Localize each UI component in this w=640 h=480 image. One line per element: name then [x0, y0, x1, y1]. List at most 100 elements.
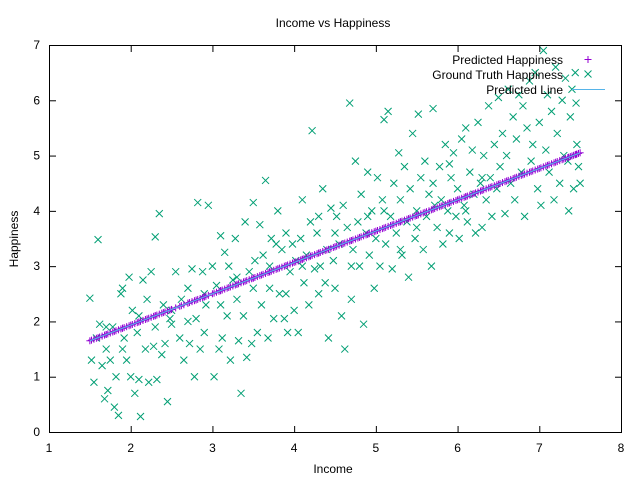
ground-truth-point — [478, 173, 486, 182]
legend: Predicted Happiness Ground Truth Happine… — [432, 53, 605, 97]
ground-truth-point — [264, 334, 272, 342]
ground-truth-point — [278, 245, 286, 254]
ground-truth-point — [310, 265, 319, 273]
ground-truth-point — [331, 229, 339, 237]
ground-truth-point — [167, 320, 176, 329]
ground-truth-point — [386, 212, 395, 221]
ground-truth-point — [226, 356, 235, 364]
ground-truth-point — [261, 176, 270, 185]
ground-truth-point — [175, 334, 184, 342]
ground-truth-point — [296, 234, 305, 243]
ground-truth-point — [400, 162, 409, 171]
ground-truth-point — [118, 284, 127, 293]
ground-truth-point — [414, 110, 423, 118]
ground-truth-point — [498, 129, 507, 138]
ground-truth-point — [210, 372, 218, 381]
ground-truth-point — [106, 356, 115, 364]
x-tick-label: 5 — [373, 441, 380, 455]
ground-truth-point — [117, 289, 125, 298]
ground-truth-point — [143, 295, 151, 304]
ground-truth-point — [166, 314, 174, 323]
ground-truth-point — [501, 209, 509, 218]
ground-truth-point — [155, 209, 164, 218]
ground-truth-point — [259, 251, 267, 259]
ground-truth-point — [133, 328, 142, 337]
ground-truth-point — [144, 378, 153, 387]
x-tick-label: 7 — [536, 441, 543, 455]
ground-truth-point — [461, 124, 470, 132]
ground-truth-point — [185, 339, 194, 348]
ground-truth-point — [249, 284, 258, 293]
ground-truth-point — [193, 198, 202, 207]
ground-truth-point — [314, 289, 323, 298]
ground-truth-point — [564, 207, 573, 215]
ground-truth-point — [340, 345, 349, 353]
ground-truth-point — [102, 345, 111, 353]
ground-truth-point — [102, 323, 111, 331]
ground-truth-point — [90, 378, 98, 387]
x-tick-label: 4 — [291, 441, 298, 455]
ground-truth-point — [321, 278, 330, 287]
ground-truth-point — [149, 342, 158, 351]
chart-title: Income vs Happiness — [276, 16, 391, 30]
ground-truth-point — [439, 240, 447, 248]
ground-truth-point — [384, 107, 392, 116]
x-axis: 1 2 3 4 5 6 7 8 — [46, 45, 625, 455]
ground-truth-point — [141, 345, 150, 353]
ground-truth-point — [525, 77, 534, 85]
ground-truth-point — [332, 212, 341, 221]
ground-truth-point — [389, 179, 398, 188]
ground-truth-point — [435, 162, 444, 171]
ground-truth-point — [411, 234, 419, 243]
ground-truth-point — [245, 267, 254, 276]
legend-label-predicted-line: Predicted Line — [486, 83, 563, 97]
ground-truth-point — [327, 204, 335, 212]
ground-truth-point — [347, 295, 356, 304]
ground-truth-point — [355, 262, 364, 270]
ground-truth-point — [486, 173, 495, 182]
y-tick-label: 1 — [33, 370, 40, 384]
ground-truth-point — [527, 157, 535, 165]
ground-truth-point — [218, 334, 227, 342]
ground-truth-point — [216, 231, 225, 240]
ground-truth-point — [192, 314, 200, 323]
ground-truth-point — [425, 190, 433, 199]
ground-truth-point — [558, 96, 567, 105]
ground-truth-point — [265, 262, 274, 270]
ground-truth-point — [496, 162, 504, 171]
ground-truth-point — [453, 184, 462, 193]
ground-truth-point — [408, 129, 417, 138]
ground-truth-point — [452, 212, 460, 221]
ground-truth-point — [324, 334, 333, 342]
ground-truth-point — [251, 256, 259, 265]
ground-truth-point — [179, 356, 188, 364]
ground-truth-point — [86, 294, 94, 303]
ground-truth-point — [216, 300, 225, 309]
ground-truth-point — [98, 361, 106, 370]
ground-truth-point — [445, 229, 454, 237]
ground-truth-point — [345, 99, 354, 107]
ground-truth-point — [512, 135, 521, 143]
ground-truth-point — [569, 184, 578, 193]
ground-truth-point — [449, 148, 458, 157]
ground-truth-point — [231, 234, 240, 243]
ground-truth-point — [282, 289, 290, 298]
ground-truth-point — [313, 229, 321, 237]
ground-truth-point — [242, 353, 251, 362]
ground-truth-point — [363, 168, 372, 177]
ground-truth-point — [220, 248, 229, 257]
ground-truth-point — [257, 300, 266, 309]
ground-truth-point — [523, 124, 531, 132]
ground-truth-point — [572, 99, 580, 107]
ground-truth-point — [139, 276, 147, 284]
ground-truth-point — [421, 157, 429, 165]
ground-truth-point — [103, 386, 112, 395]
ground-truth-point — [574, 162, 583, 171]
ground-truth-point — [331, 284, 339, 293]
ground-truth-point — [118, 345, 127, 353]
ground-truth-point — [255, 220, 264, 229]
ground-truth-point — [163, 397, 172, 406]
ground-truth-point — [541, 146, 550, 154]
ground-truth-point — [120, 334, 129, 342]
ground-truth-point — [95, 320, 104, 329]
